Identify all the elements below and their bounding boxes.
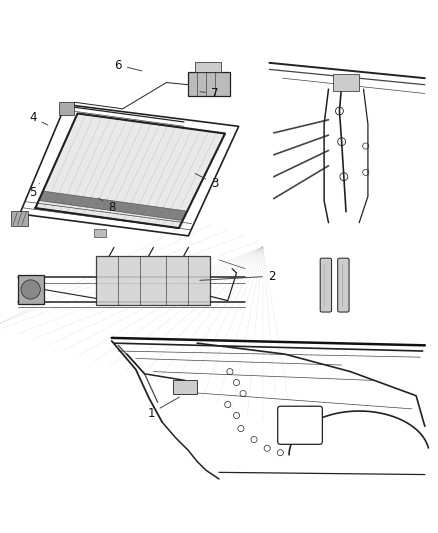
- Bar: [333, 74, 359, 91]
- Bar: [188, 71, 230, 96]
- Text: 3: 3: [195, 174, 218, 190]
- Polygon shape: [35, 114, 225, 228]
- Text: 1: 1: [147, 397, 179, 419]
- Text: 6: 6: [114, 59, 142, 71]
- Text: 8: 8: [99, 198, 115, 214]
- Text: 5: 5: [29, 183, 39, 198]
- Bar: [11, 211, 28, 226]
- Bar: [173, 381, 197, 393]
- FancyBboxPatch shape: [278, 406, 322, 445]
- Text: 2: 2: [200, 270, 276, 282]
- Bar: [18, 275, 44, 304]
- FancyBboxPatch shape: [320, 258, 332, 312]
- Text: 7: 7: [200, 87, 219, 100]
- Polygon shape: [39, 191, 187, 221]
- Text: 4: 4: [29, 111, 48, 125]
- FancyBboxPatch shape: [338, 258, 349, 312]
- Bar: [195, 62, 221, 71]
- Bar: [94, 229, 106, 237]
- Circle shape: [21, 280, 40, 299]
- Bar: [59, 102, 74, 115]
- Bar: [96, 255, 210, 305]
